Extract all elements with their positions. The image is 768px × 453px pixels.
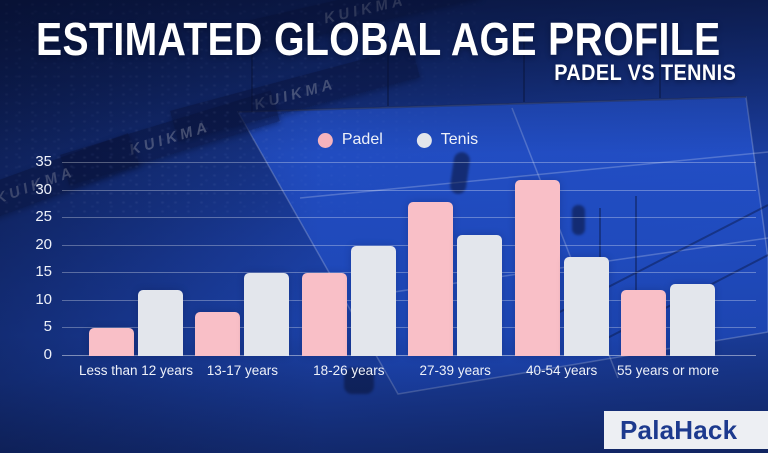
legend-item-tenis: Tenis — [416, 131, 479, 149]
x-tick-label: 18-26 years — [313, 363, 385, 378]
bar-tenis-1 — [138, 289, 183, 356]
sponsor-banner-text: KUIKMA — [252, 74, 338, 114]
logo-box: PalaHack — [604, 411, 768, 449]
y-tick-label: 0 — [43, 346, 52, 363]
sponsor-banner-text: KUIKMA — [127, 117, 213, 159]
y-tick-label: 5 — [43, 318, 52, 336]
x-tick-label: 40-54 years — [525, 363, 598, 378]
y-tick-label: 10 — [35, 290, 52, 308]
bar-tenis-2 — [244, 273, 290, 356]
logo-wordmark: PalaHack — [620, 417, 737, 443]
gridline — [62, 162, 756, 163]
y-tick-label: 30 — [35, 180, 52, 198]
legend-dot-tenis — [416, 132, 432, 148]
bar-padel-2 — [195, 311, 241, 356]
y-tick-label: 20 — [35, 235, 52, 253]
bar-tenis-3 — [350, 245, 396, 356]
bar-padel-5 — [514, 179, 560, 356]
x-tick-label: Less than 12 years — [78, 363, 194, 378]
x-tick-label: 55 years or more — [616, 363, 720, 378]
logo-suffix: Hack — [674, 415, 738, 445]
bar-padel-4 — [408, 201, 454, 356]
y-tick-label: 25 — [35, 208, 52, 226]
bar-tenis-5 — [563, 256, 609, 356]
legend-label: Tenis — [440, 131, 479, 148]
page-title: ESTIMATED GLOBAL AGE PROFILE — [36, 13, 721, 65]
y-tick-label: 15 — [35, 263, 52, 281]
x-tick-label: 13-17 years — [206, 363, 279, 378]
bar-padel-3 — [301, 273, 347, 356]
y-tick-label: 35 — [35, 153, 52, 170]
bar-tenis-4 — [457, 234, 503, 356]
logo-prefix: Pala — [620, 415, 675, 445]
legend-item-padel: Padel — [317, 131, 383, 149]
bar-tenis-6 — [670, 284, 715, 356]
legend-label: Padel — [341, 131, 383, 148]
bar-padel-6 — [621, 289, 666, 356]
gridline — [62, 189, 756, 191]
legend-dot-padel — [317, 132, 333, 148]
plot-area: 0 5 10 15 20 25 30 35 Less than 12 years 13-17 ye… — [35, 153, 756, 378]
page-subtitle: PADEL VS TENNIS — [553, 60, 736, 85]
chart-legend: Padel Tenis — [317, 131, 479, 149]
x-tick-label: 27-39 years — [419, 363, 491, 378]
bar-padel-1 — [89, 328, 134, 356]
